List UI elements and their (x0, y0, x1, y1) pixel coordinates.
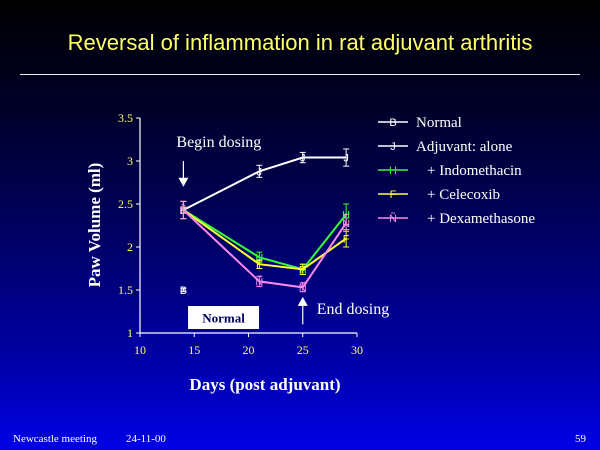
page-number: 59 (575, 433, 586, 445)
data-point-marker: J (257, 166, 263, 178)
data-point-marker: B (180, 285, 187, 297)
series-3: FFFF (180, 200, 350, 276)
series-line (182, 209, 347, 289)
legend-label: Normal (416, 115, 462, 131)
legend-label: + Dexamethasone (427, 211, 535, 227)
data-point-marker: H (255, 252, 263, 264)
x-axis-label: Days (post adjuvant) (189, 375, 340, 394)
x-tick-label: 20 (243, 343, 255, 357)
legend-label: + Celecoxib (427, 187, 500, 203)
footer-meeting-name: Newcastle meeting (13, 433, 97, 445)
data-point-marker: F (343, 233, 350, 245)
slide-title: Reversal of inflammation in rat adjuvant… (67, 30, 533, 55)
x-tick-label: 15 (188, 343, 200, 357)
legend-marker: F (390, 189, 397, 201)
annotations-layer: Begin dosing End dosing Normal (176, 134, 389, 331)
series-layer: JJJJHHHHFFFFÑÑÑÑB (179, 148, 350, 297)
y-axis-label: Paw Volume (ml) (85, 163, 104, 288)
y-tick-label: 1.5 (118, 283, 133, 297)
chart-legend: B Normal J Adjuvant: alone H + Indomethacin F +… (378, 115, 535, 227)
legend-marker: B (389, 117, 396, 129)
title-divider (20, 74, 580, 75)
axis-ticks: 1 1.5 2 2.5 3 3.5 10 15 20 25 30 (118, 111, 363, 357)
y-tick-label: 3 (127, 154, 133, 168)
data-point-marker: J (343, 153, 349, 165)
series-4: Ñ Ñ Ñ Ñ (179, 200, 350, 294)
series-1: JJJJ (180, 148, 350, 220)
legend-marker: H (389, 165, 397, 177)
x-tick-label: 30 (351, 343, 363, 357)
arrow-head (297, 296, 308, 306)
legend-marker: Ñ (389, 212, 397, 225)
y-tick-label: 2.5 (118, 197, 133, 211)
end-dosing-label: End dosing (317, 301, 389, 318)
y-tick-label: 1 (127, 326, 133, 340)
data-point-marker: Ñ (342, 217, 350, 230)
y-tick-label: 2 (127, 240, 133, 254)
data-point-marker: Ñ (255, 275, 263, 288)
data-point-marker: Ñ (299, 281, 307, 294)
arrow-head (178, 177, 189, 187)
x-tick-label: 10 (134, 343, 146, 357)
normal-range-box (187, 305, 261, 331)
data-point-marker: F (299, 264, 306, 276)
begin-dosing-label: Begin dosing (176, 134, 261, 151)
series-line (182, 209, 347, 271)
normal-box-label: Normal (202, 311, 245, 326)
data-point-marker: F (256, 259, 263, 271)
legend-label: + Indomethacin (427, 163, 522, 179)
series-0: B (180, 285, 187, 297)
data-point-marker: Ñ (179, 204, 187, 217)
footer-date: 24-11-00 (126, 433, 166, 445)
y-tick-label: 3.5 (118, 111, 133, 125)
legend-label: Adjuvant: alone (416, 139, 513, 155)
legend-marker: J (390, 141, 396, 153)
series-line (182, 156, 347, 211)
x-tick-label: 25 (297, 343, 309, 357)
data-point-marker: J (300, 153, 306, 165)
